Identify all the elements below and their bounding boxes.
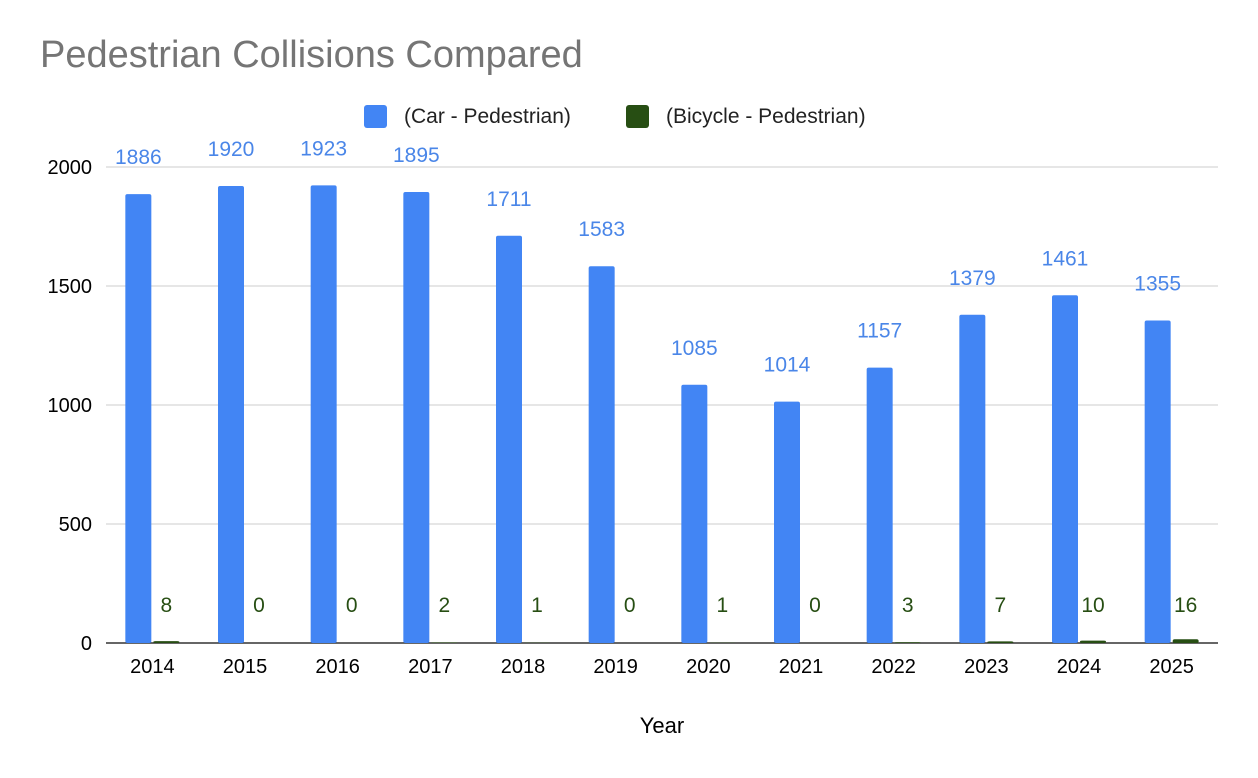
data-label: 8 <box>160 594 172 617</box>
data-label: 0 <box>253 594 265 617</box>
bar-bicycle-2014 <box>153 641 180 643</box>
bar-bicycle-2025 <box>1172 639 1199 643</box>
chart-title: Pedestrian Collisions Compared <box>40 34 583 76</box>
bar-bicycle-2024 <box>1080 640 1106 643</box>
x-tick-label: 2016 <box>315 656 360 678</box>
x-axis: 2014 2015 2016 2017 2018 2019 2020 2021 2022 2023… <box>130 656 1194 678</box>
data-label: 3 <box>902 594 914 617</box>
bars <box>125 185 1199 644</box>
x-tick-label: 2023 <box>964 656 1009 678</box>
gridlines <box>106 166 1218 644</box>
x-tick-label: 2020 <box>686 656 731 678</box>
y-axis: 0 500 1000 1500 2000 <box>48 157 93 655</box>
legend-swatch <box>626 105 649 128</box>
bar-car-2024 <box>1052 295 1078 643</box>
bar-car-2016 <box>310 185 337 644</box>
data-label: 1085 <box>671 337 718 360</box>
bar-car-2020 <box>681 384 708 643</box>
x-tick-label: 2017 <box>408 656 453 678</box>
data-label: 1886 <box>115 146 162 169</box>
x-tick-label: 2015 <box>223 656 268 678</box>
bar-car-2021 <box>774 401 800 643</box>
x-tick-label: 2025 <box>1149 656 1194 678</box>
bar-bicycle-2022 <box>894 642 921 643</box>
data-label: 1355 <box>1134 273 1181 296</box>
data-label: 1 <box>716 594 728 617</box>
data-label: 2 <box>438 594 450 617</box>
legend-swatch <box>364 105 387 128</box>
x-tick-label: 2021 <box>779 656 824 678</box>
y-tick-label: 1500 <box>48 276 93 298</box>
data-label: 1 <box>531 594 543 617</box>
bar-car-2015 <box>218 186 244 644</box>
data-label: 1920 <box>208 138 255 161</box>
bar-car-2022 <box>866 367 893 643</box>
bar-car-2025 <box>1144 320 1171 643</box>
data-label: 1923 <box>300 137 347 160</box>
bar-car-2023 <box>959 314 986 643</box>
bar-bicycle-2023 <box>987 641 1014 643</box>
data-label: 1157 <box>857 320 902 343</box>
x-axis-title: Year <box>640 713 684 738</box>
data-label: 1583 <box>578 218 625 241</box>
x-tick-label: 2014 <box>130 656 175 678</box>
y-tick-label: 1000 <box>48 395 93 417</box>
x-tick-label: 2022 <box>871 656 916 678</box>
data-label: 1014 <box>764 354 811 377</box>
x-tick-label: 2024 <box>1057 656 1102 678</box>
bar-car-2019 <box>588 266 615 643</box>
legend: (Car - Pedestrian) (Bicycle - Pedestrian) <box>364 105 866 128</box>
bar-car-2014 <box>125 194 152 643</box>
legend-label: (Bicycle - Pedestrian) <box>666 105 866 128</box>
y-tick-label: 2000 <box>48 157 93 179</box>
data-label: 0 <box>346 594 358 617</box>
bar-car-2018 <box>496 235 522 644</box>
data-label: 1711 <box>486 188 531 211</box>
x-tick-label: 2019 <box>593 656 638 678</box>
data-label: 0 <box>809 594 821 617</box>
data-labels: 1886 8 1920 0 1923 0 1895 2 1711 1 1583 0 1085 1 1014 0… <box>115 137 1197 617</box>
data-label: 1461 <box>1042 247 1089 270</box>
bar-car-2017 <box>403 191 430 644</box>
data-label: 16 <box>1174 594 1197 617</box>
data-label: 1379 <box>949 267 996 290</box>
y-tick-label: 500 <box>59 514 92 536</box>
data-label: 0 <box>624 594 636 617</box>
legend-label: (Car - Pedestrian) <box>404 105 571 128</box>
y-tick-label: 0 <box>81 633 92 655</box>
data-label: 10 <box>1081 594 1104 617</box>
data-label: 7 <box>994 594 1006 617</box>
data-label: 1895 <box>393 144 440 167</box>
x-tick-label: 2018 <box>501 656 546 678</box>
